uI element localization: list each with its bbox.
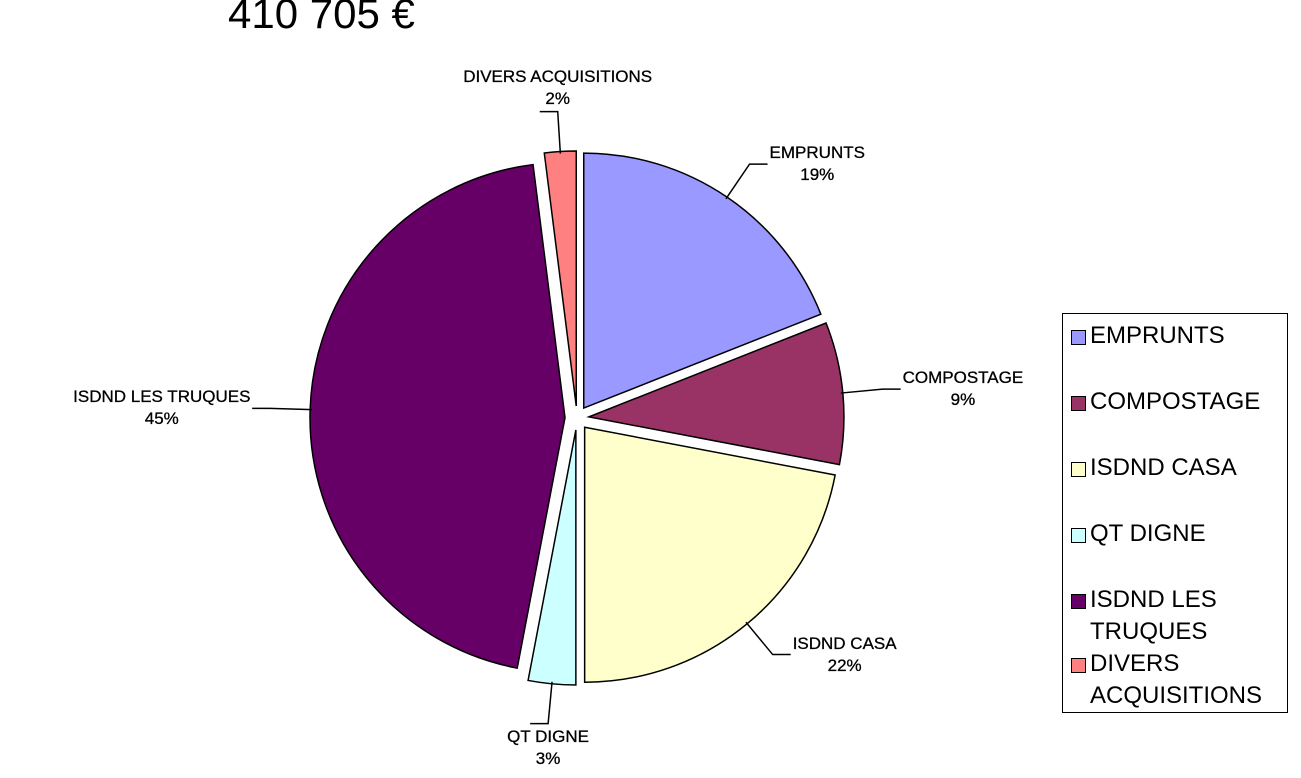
data-label-value: 22%	[827, 655, 862, 675]
data-label-name: EMPRUNTS	[769, 143, 865, 163]
leader-line	[252, 407, 313, 411]
data-label: QT DIGNE 3%	[507, 726, 589, 770]
leader-line	[840, 388, 901, 394]
leader-line	[745, 621, 791, 656]
data-label-name: DIVERS ACQUISITIONS	[463, 66, 653, 86]
legend-label: QT DIGNE	[1090, 520, 1206, 547]
data-label: DIVERS ACQUISITIONS 2%	[463, 66, 652, 110]
leader-line	[530, 681, 553, 725]
legend-item: COMPOSTAGE	[1071, 386, 1283, 452]
data-label-name: COMPOSTAGE	[902, 368, 1024, 388]
legend-item: EMPRUNTS	[1071, 320, 1283, 386]
legend-swatch	[1071, 396, 1086, 411]
legend-swatch	[1071, 658, 1086, 673]
data-label: ISDND LES TRUQUES 45%	[73, 386, 251, 430]
data-label-name: QT DIGNE	[507, 726, 589, 746]
data-label-name: ISDND LES TRUQUES	[73, 387, 251, 407]
leader-line	[725, 163, 768, 200]
data-label-value: 19%	[800, 165, 835, 185]
data-label-name: ISDND CASA	[792, 633, 897, 653]
leader-line	[539, 110, 562, 154]
legend-label: ISDND LES TRUQUES	[1090, 586, 1217, 645]
legend-swatch	[1071, 528, 1086, 543]
legend-item: ISDND LES TRUQUES	[1071, 584, 1283, 648]
data-label-value: 9%	[950, 390, 976, 410]
chart-title: 410 705 €	[228, 0, 415, 37]
legend-item: QT DIGNE	[1071, 518, 1283, 584]
data-label: ISDND CASA 22%	[793, 633, 897, 677]
data-label-value: 3%	[535, 748, 561, 768]
data-label-value: 2%	[545, 88, 570, 108]
legend-item: DIVERS ACQUISITIONS	[1071, 648, 1283, 712]
legend-label: EMPRUNTS	[1090, 322, 1225, 349]
legend-swatch	[1071, 594, 1086, 609]
legend-label: DIVERS ACQUISITIONS	[1090, 650, 1263, 709]
data-label-value: 45%	[144, 409, 179, 429]
legend-label: COMPOSTAGE	[1090, 388, 1261, 415]
data-label: COMPOSTAGE 9%	[902, 367, 1024, 411]
pie-slice	[309, 163, 566, 669]
legend-swatch	[1071, 462, 1086, 477]
legend-swatch	[1071, 330, 1086, 345]
legend: EMPRUNTS COMPOSTAGE ISDND CASA QT DIGNE ISDN…	[1062, 313, 1288, 713]
data-label: EMPRUNTS 19%	[769, 142, 865, 186]
legend-item: ISDND CASA	[1071, 452, 1283, 518]
legend-label: ISDND CASA	[1090, 454, 1237, 481]
